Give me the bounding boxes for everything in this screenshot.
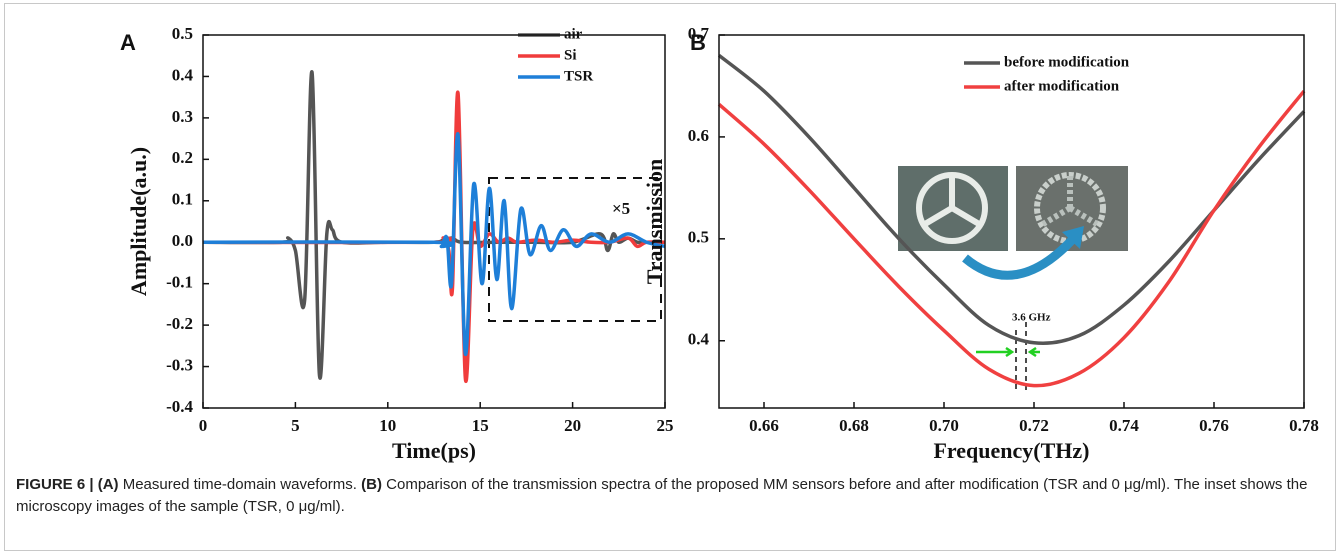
y-axis-label: Amplitude(a.u.) xyxy=(126,147,151,296)
series-line xyxy=(717,89,1306,388)
legend-label: before modification xyxy=(1004,54,1130,70)
x-tick-label: 15 xyxy=(472,416,489,435)
x-axis-label: Frequency(THz) xyxy=(933,438,1089,463)
caption-text: Comparison of the transmission spectra o… xyxy=(16,476,1308,515)
annotation: ×5 xyxy=(612,199,630,218)
y-tick-label: 0.0 xyxy=(172,231,193,250)
y-tick-label: -0.1 xyxy=(166,273,193,292)
legend-label: Si xyxy=(564,47,577,63)
inset-arrow xyxy=(962,236,1076,280)
legend-label: after modification xyxy=(1004,78,1120,94)
x-tick-label: 0.72 xyxy=(1019,416,1049,435)
figure xyxy=(4,3,1336,551)
zoom-box xyxy=(488,177,662,322)
y-tick-label: -0.3 xyxy=(166,355,193,374)
spokes xyxy=(1041,176,1099,227)
annotation: 3.6 GHz xyxy=(1012,312,1051,324)
x-tick-label: 5 xyxy=(291,416,300,435)
y-tick-label: 0.6 xyxy=(688,126,709,145)
x-tick-label: 0.68 xyxy=(839,416,869,435)
y-tick-label: 0.1 xyxy=(172,190,193,209)
series-line xyxy=(202,70,665,380)
x-axis-label: Time(ps) xyxy=(392,438,476,463)
y-tick-label: 0.3 xyxy=(172,107,193,126)
series-line xyxy=(202,132,666,356)
x-tick-label: 0 xyxy=(199,416,208,435)
x-tick-label: 0.66 xyxy=(749,416,779,435)
caption-b: (B) xyxy=(361,476,382,493)
y-tick-label: 0.7 xyxy=(688,24,710,43)
x-tick-label: 0.78 xyxy=(1289,416,1319,435)
plot-frame xyxy=(718,34,1305,409)
legend-label: TSR xyxy=(564,68,593,84)
charts: 0 5 10 15 20 25 -0.4 -0.3 -0.2 -0.1 0.0 0.1 0.2 0.3 0.… xyxy=(120,24,1319,463)
x-tick-label: 0.70 xyxy=(929,416,959,435)
inset xyxy=(898,166,1128,280)
caption: FIGURE 6 | (A) Measured time-domain wave… xyxy=(16,474,1316,518)
green-arrow xyxy=(976,346,1015,358)
y-axis-label: Transmission xyxy=(642,159,667,285)
caption-text: Measured time-domain waveforms. xyxy=(122,476,357,493)
caption-a: (A) xyxy=(97,476,119,493)
x-tick-label: 25 xyxy=(657,416,674,435)
caption-label: FIGURE 6 | xyxy=(16,476,94,493)
x-tick-label: 0.74 xyxy=(1109,416,1139,435)
y-tick-label: -0.4 xyxy=(166,397,193,416)
x-tick-label: 0.76 xyxy=(1199,416,1229,435)
green-arrow xyxy=(1027,346,1040,358)
series-line xyxy=(717,54,1306,346)
panel-label: A xyxy=(120,30,136,55)
spokes xyxy=(923,176,981,227)
y-tick-label: 0.5 xyxy=(688,228,709,247)
y-tick-label: -0.2 xyxy=(166,314,193,333)
inset-arrowhead xyxy=(1062,226,1084,249)
y-tick-label: 0.2 xyxy=(172,148,193,167)
y-tick-label: 0.4 xyxy=(172,65,194,84)
panel-label: B xyxy=(690,30,706,55)
ring xyxy=(916,172,988,244)
x-tick-label: 10 xyxy=(379,416,396,435)
y-tick-label: 0.4 xyxy=(688,330,710,349)
x-tick-label: 20 xyxy=(564,416,581,435)
y-tick-label: 0.5 xyxy=(172,24,193,43)
plot-frame xyxy=(202,34,666,409)
